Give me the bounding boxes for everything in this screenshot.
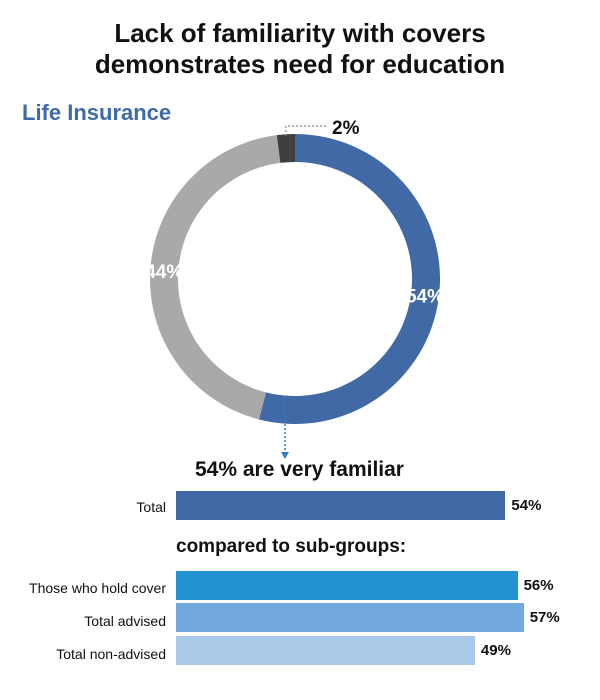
chart-title-line1: Lack of familiarity with covers xyxy=(114,18,486,48)
donut-label-44: 44% xyxy=(145,262,183,283)
donut-label-2: 2% xyxy=(332,118,360,139)
subgroups-heading: compared to sub-groups: xyxy=(176,536,407,557)
donut-slice-2 xyxy=(276,134,295,163)
donut-slice-44 xyxy=(150,135,281,420)
bar-label-hold-cover: Those who hold cover xyxy=(29,580,166,596)
bar-label-total: Total xyxy=(136,499,166,515)
bar-value-advised: 57% xyxy=(529,609,560,626)
bar-label-non-advised: Total non-advised xyxy=(56,646,166,662)
callout-leader-line xyxy=(285,125,326,136)
bar-value-total: 54% xyxy=(511,497,542,514)
donut-label-54: 54% xyxy=(406,286,444,307)
bar-hold-cover xyxy=(176,571,518,600)
donut-slice-54 xyxy=(258,134,441,425)
pointer-arrow-head xyxy=(281,452,289,459)
bar-value-hold-cover: 56% xyxy=(523,577,554,594)
bar-non-advised xyxy=(176,636,475,665)
headline-text: 54% are very familiar xyxy=(195,458,404,481)
chart-title-line2: demonstrates need for education xyxy=(94,49,506,79)
bar-label-advised: Total advised xyxy=(84,613,166,629)
bar-advised xyxy=(176,603,524,632)
bar-total xyxy=(176,491,506,520)
chart-title: Lack of familiarity with covers demonstr… xyxy=(0,18,600,80)
chart-subtitle: Life Insurance xyxy=(22,100,172,125)
donut-chart: 54% 44% 2% xyxy=(145,118,444,459)
bar-value-non-advised: 49% xyxy=(480,642,511,659)
